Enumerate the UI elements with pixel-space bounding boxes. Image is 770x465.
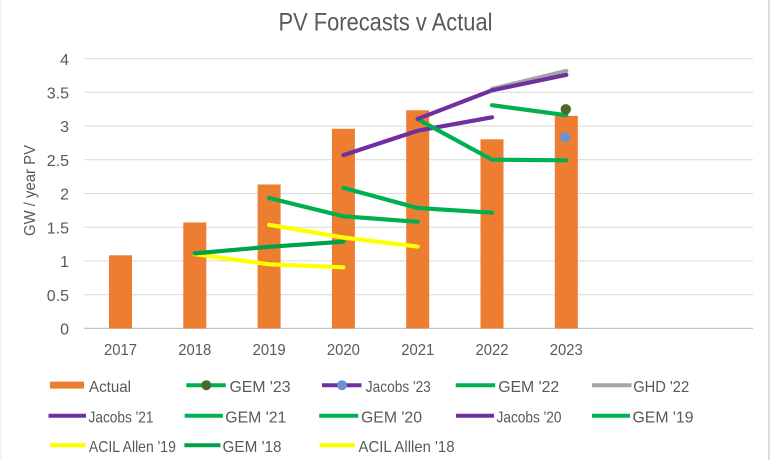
- svg-text:GEM '23: GEM '23: [230, 379, 291, 396]
- svg-text:ACIL Allen '19: ACIL Allen '19: [89, 439, 176, 456]
- svg-text:Actual: Actual: [89, 379, 131, 396]
- svg-text:2.5: 2.5: [47, 153, 69, 170]
- svg-text:GEM '21: GEM '21: [225, 409, 286, 426]
- svg-text:GW / year PV: GW / year PV: [22, 145, 39, 236]
- svg-text:Jacobs '20: Jacobs '20: [497, 409, 562, 426]
- svg-text:Jacobs '21: Jacobs '21: [89, 409, 154, 426]
- svg-text:2022: 2022: [476, 342, 509, 359]
- svg-text:2018: 2018: [178, 342, 211, 359]
- svg-text:2019: 2019: [253, 342, 286, 359]
- svg-text:GEM '20: GEM '20: [361, 409, 422, 426]
- svg-text:2023: 2023: [550, 342, 583, 359]
- svg-text:0.5: 0.5: [47, 288, 69, 305]
- svg-text:2020: 2020: [327, 342, 360, 359]
- svg-text:2017: 2017: [104, 342, 137, 359]
- svg-text:3: 3: [60, 119, 69, 136]
- svg-text:GEM '22: GEM '22: [498, 379, 559, 396]
- svg-text:PV Forecasts v Actual: PV Forecasts v Actual: [279, 9, 493, 37]
- svg-text:GEM '19: GEM '19: [633, 409, 694, 426]
- svg-text:4: 4: [60, 52, 69, 69]
- svg-text:1: 1: [60, 254, 69, 271]
- svg-text:2021: 2021: [401, 342, 434, 359]
- svg-text:ACIL Alllen '18: ACIL Alllen '18: [359, 439, 455, 456]
- svg-text:1.5: 1.5: [47, 220, 69, 237]
- svg-text:3.5: 3.5: [47, 86, 69, 103]
- svg-text:0: 0: [60, 322, 69, 339]
- svg-text:2: 2: [60, 187, 69, 204]
- svg-text:GEM '18: GEM '18: [223, 439, 282, 456]
- svg-text:GHD '22: GHD '22: [633, 379, 689, 396]
- svg-text:Jacobs '23: Jacobs '23: [366, 379, 431, 396]
